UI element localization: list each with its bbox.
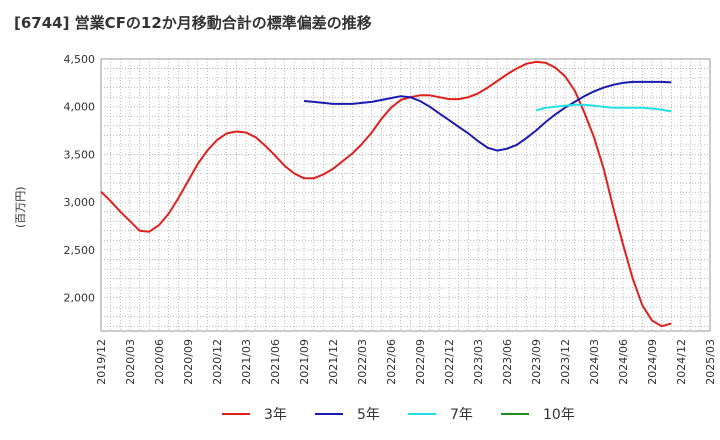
x-tick-label: 2024/12 (675, 339, 688, 385)
x-tick-label: 2021/09 (298, 339, 311, 385)
series-line-7年 (535, 103, 672, 113)
legend-label: 3年 (264, 407, 287, 423)
y-axis-ticks: 2,000 2,500 3,000 3,500 4,000 4,500 (64, 53, 96, 305)
x-tick-label: 2022/06 (385, 339, 398, 385)
series-lines (100, 60, 672, 328)
y-tick-label: 2,500 (64, 244, 96, 257)
x-tick-label: 2020/03 (124, 339, 137, 385)
y-tick-label: 3,500 (64, 148, 96, 161)
x-tick-label: 2020/12 (211, 339, 224, 385)
x-tick-label: 2022/03 (356, 339, 369, 385)
x-tick-label: 2020/06 (153, 339, 166, 385)
legend-label: 7年 (450, 407, 473, 423)
x-tick-label: 2022/09 (414, 339, 427, 385)
x-tick-label: 2023/06 (501, 339, 514, 385)
x-tick-label: 2019/12 (95, 339, 108, 385)
x-tick-label: 2020/09 (182, 339, 195, 385)
vertical-gridlines (110, 59, 701, 331)
y-tick-label: 4,500 (64, 53, 96, 66)
x-tick-label: 2021/06 (269, 339, 282, 385)
series-line-3年 (100, 60, 672, 328)
x-tick-label: 2024/03 (588, 339, 601, 385)
legend-label: 5年 (357, 407, 380, 423)
x-tick-label: 2023/03 (472, 339, 485, 385)
x-axis-ticks: 2019/12 2020/03 2020/06 2020/09 2020/12 2021/… (95, 339, 717, 385)
x-tick-label: 2021/12 (327, 339, 340, 385)
x-tick-label: 2022/12 (443, 339, 456, 385)
legend: 3年 5年 7年 10年 (222, 407, 575, 423)
y-tick-label: 4,000 (64, 101, 96, 114)
y-tick-label: 3,000 (64, 196, 96, 209)
legend-label: 10年 (543, 407, 575, 423)
x-tick-label: 2023/09 (530, 339, 543, 385)
y-tick-label: 2,000 (64, 292, 96, 305)
chart-title: [6744] 営業CFの12か月移動合計の標準偏差の推移 (14, 14, 372, 32)
plot-area (100, 58, 711, 332)
horizontal-gridlines (101, 68, 710, 327)
x-tick-label: 2023/12 (559, 339, 572, 385)
series-line-5年 (303, 80, 672, 152)
x-tick-label: 2021/03 (240, 339, 253, 385)
x-tick-label: 2025/03 (704, 339, 717, 385)
x-tick-label: 2024/06 (617, 339, 630, 385)
x-tick-label: 2024/09 (646, 339, 659, 385)
